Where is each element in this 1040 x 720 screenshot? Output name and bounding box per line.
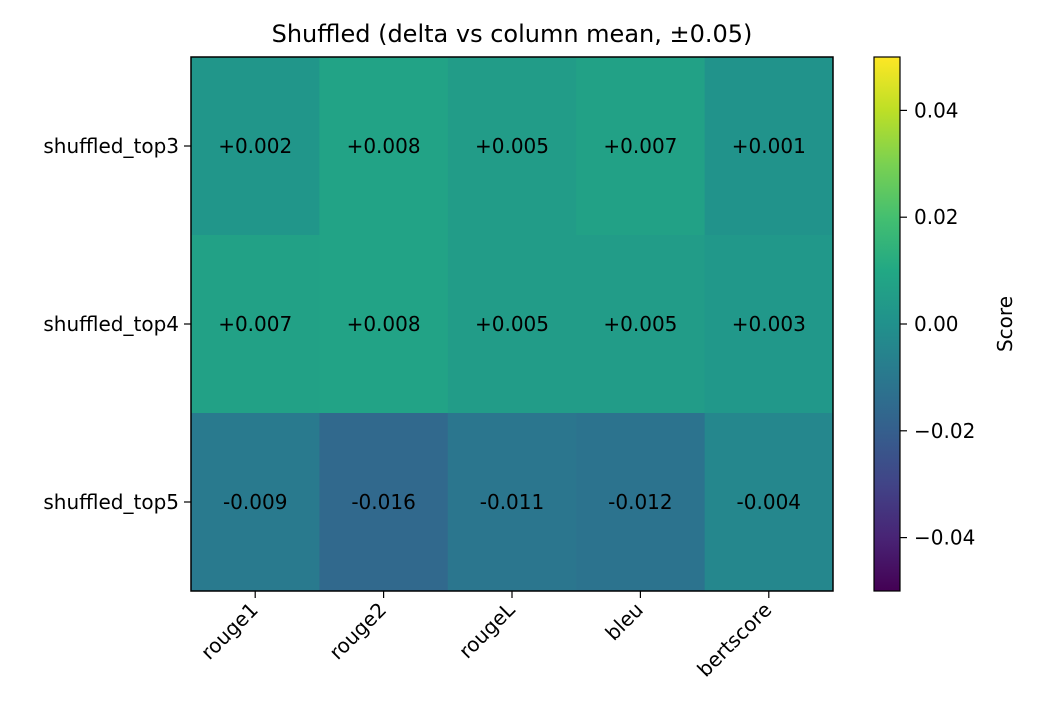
column-tick-label: bertscore <box>692 598 776 682</box>
cell-value-label: +0.007 <box>603 134 677 158</box>
colorbar-tick-group: 0.04 0.02 0.00 −0.02 −0.04 <box>900 98 975 550</box>
heatmap-cell <box>191 57 320 236</box>
cell-value-label: -0.011 <box>480 490 544 514</box>
heatmap-cell <box>319 57 449 236</box>
heatmap-cell <box>319 235 449 414</box>
cell-value-label: +0.005 <box>475 134 549 158</box>
cell-value-label: +0.008 <box>347 312 421 336</box>
colorbar-tick-label: −0.02 <box>914 419 975 443</box>
colorbar-tick-label: −0.04 <box>914 526 975 550</box>
heatmap-cell <box>704 57 834 236</box>
colorbar-label: Score <box>993 296 1017 352</box>
cell-value-label: -0.016 <box>351 490 415 514</box>
cell-value-label: +0.001 <box>732 134 806 158</box>
heatmap-cell <box>704 235 834 414</box>
colorbar <box>873 56 901 592</box>
cell-value-label: +0.002 <box>218 134 292 158</box>
cell-value-label: -0.004 <box>737 490 801 514</box>
heatmap-cell <box>447 57 577 236</box>
heatmap-cell <box>191 413 320 592</box>
heatmap-cell <box>319 413 449 592</box>
cell-value-label: -0.012 <box>608 490 672 514</box>
heatmap-cell <box>191 235 320 414</box>
cell-value-label: -0.009 <box>223 490 287 514</box>
heatmap-cell <box>447 235 577 414</box>
row-tick-label: shuffled_top4 <box>43 312 179 336</box>
colorbar-tick-label: 0.02 <box>914 205 959 229</box>
heatmap-cell <box>576 235 706 414</box>
cell-value-label: +0.005 <box>603 312 677 336</box>
heatmap-cell <box>576 57 706 236</box>
heatmap-cell <box>447 413 577 592</box>
row-tick-label: shuffled_top3 <box>43 134 179 158</box>
colorbar-tick-label: 0.04 <box>914 98 959 122</box>
cell-value-label: +0.007 <box>218 312 292 336</box>
heatmap-cell <box>704 413 834 592</box>
heatmap-cell <box>576 413 706 592</box>
row-tick-group: shuffled_top3 shuffled_top4 shuffled_top5 <box>43 134 191 514</box>
column-tick-label: rougeL <box>454 597 520 663</box>
cell-value-label: +0.008 <box>347 134 421 158</box>
column-tick-label: bleu <box>600 598 648 646</box>
cell-value-label: +0.003 <box>732 312 806 336</box>
heatmap-cells: +0.002 +0.008 +0.005 +0.007 +0.001 +0.007 +0.0… <box>191 57 834 592</box>
column-tick-label: rouge2 <box>324 598 391 665</box>
chart-title: Shuffled (delta vs column mean, ±0.05) <box>272 20 753 48</box>
cell-value-label: +0.005 <box>475 312 549 336</box>
row-tick-label: shuffled_top5 <box>43 490 179 514</box>
column-tick-label: rouge1 <box>196 598 263 665</box>
colorbar-tick-label: 0.00 <box>914 312 959 336</box>
column-tick-group: rouge1 rouge2 rougeL bleu bertscore <box>196 591 776 682</box>
